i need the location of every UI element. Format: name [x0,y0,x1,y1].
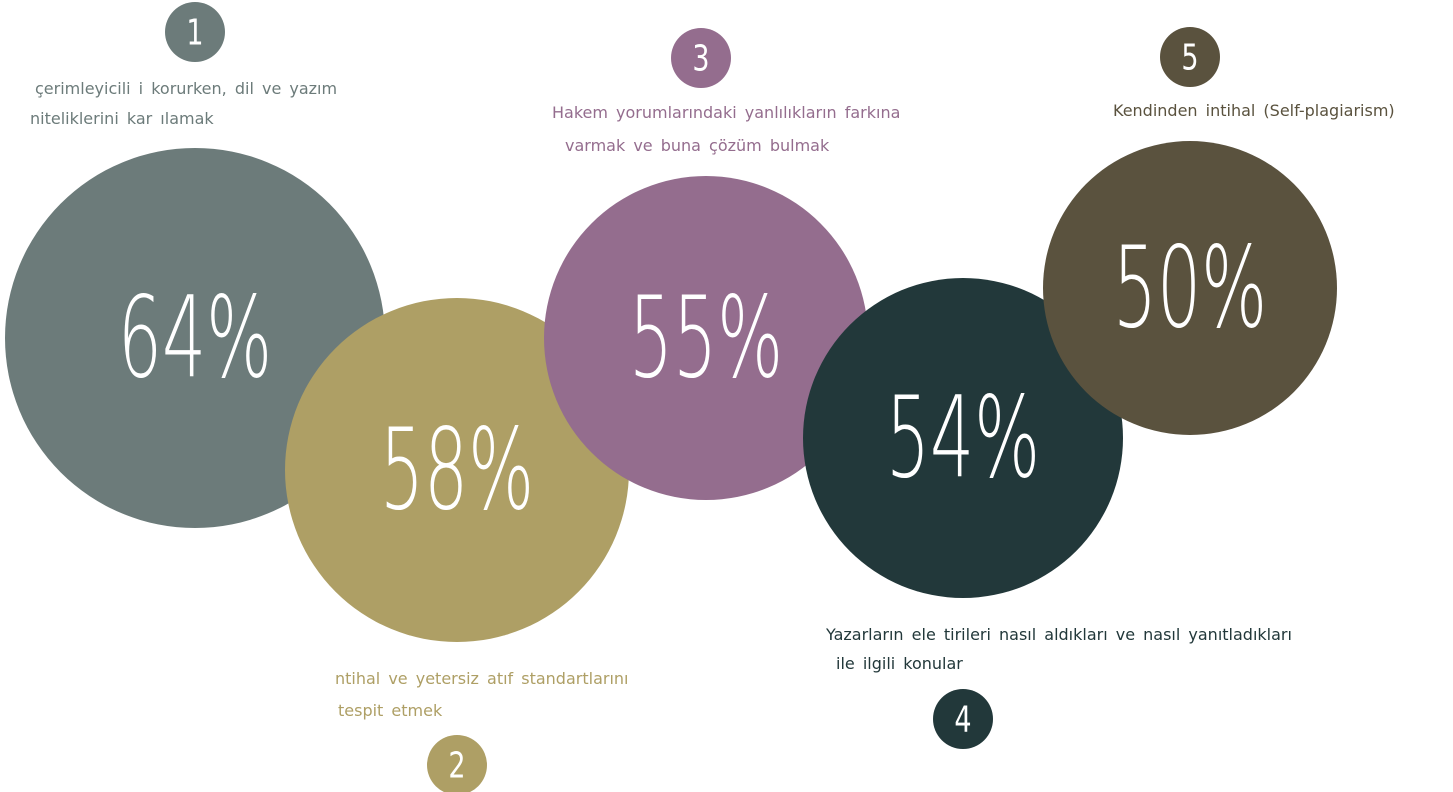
stat-value: 54% [886,373,1040,503]
number-group: 4 [954,698,971,741]
stat-circle [803,278,1123,598]
stat-circle [544,176,868,500]
number-badge [671,28,731,88]
stat-value: 64% [118,273,272,403]
item-label: ntihal ve yetersiz atıf standartlarını [335,669,628,688]
number-group: 5 [1181,36,1198,79]
item-label: Kendinden intihal (Self-plagiarism) [1113,101,1395,120]
number-badge [933,689,993,749]
stat-value-group: 58% [380,405,534,535]
item-label: çerimleyicili i korurken, dil ve yazım [35,79,337,98]
badge-number: 5 [1181,36,1198,79]
number-badge [427,735,487,792]
stat-value-group: 50% [1113,223,1267,353]
badge-number: 3 [692,37,709,80]
stat-value-group: 64% [118,273,272,403]
stat-circle [285,298,629,642]
badge-number: 2 [448,744,465,787]
number-badge [1160,27,1220,87]
stat-value-group: 54% [886,373,1040,503]
number-group: 3 [692,37,709,80]
item-label: tespit etmek [338,701,443,720]
stat-value: 50% [1113,223,1267,353]
item-label: Yazarların ele tirileri nasıl aldıkları … [825,625,1292,644]
badge-number: 4 [954,698,971,741]
number-badge [165,2,225,62]
item-label: varmak ve buna çözüm bulmak [565,136,830,155]
number-group: 2 [448,744,465,787]
badge-number: 1 [186,11,203,54]
stat-value-group: 55% [629,273,783,403]
item-label: Hakem yorumlarındaki yanlılıkların farkı… [552,103,900,122]
number-group: 1 [186,11,203,54]
stat-value: 58% [380,405,534,535]
stat-circle [1043,141,1337,435]
stat-value: 55% [629,273,783,403]
item-label: ile ilgili konular [836,654,963,673]
item-label: niteliklerini kar ılamak [30,109,214,128]
